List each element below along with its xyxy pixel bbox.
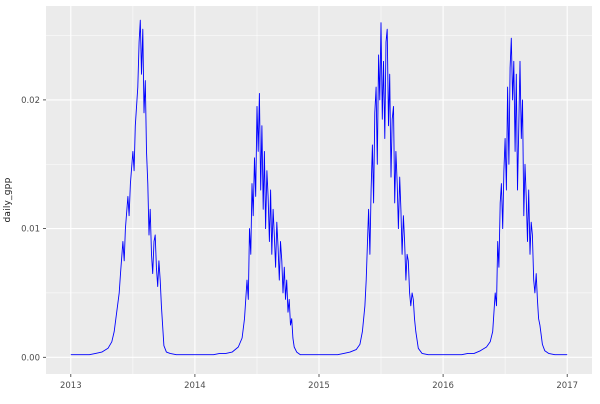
gpp-line	[70, 19, 568, 356]
y-tick-label: 0.00	[21, 353, 40, 363]
x-tick-label: 2016	[432, 381, 454, 391]
x-tick-label: 2013	[60, 381, 82, 391]
x-tick-label: 2017	[556, 381, 578, 391]
y-axis-title: daily_gpp	[3, 177, 13, 223]
y-tick-label: 0.02	[21, 96, 40, 106]
y-tick-label: 0.01	[21, 225, 40, 235]
x-tick-label: 2014	[184, 381, 206, 391]
x-tick-label: 2015	[308, 381, 330, 391]
